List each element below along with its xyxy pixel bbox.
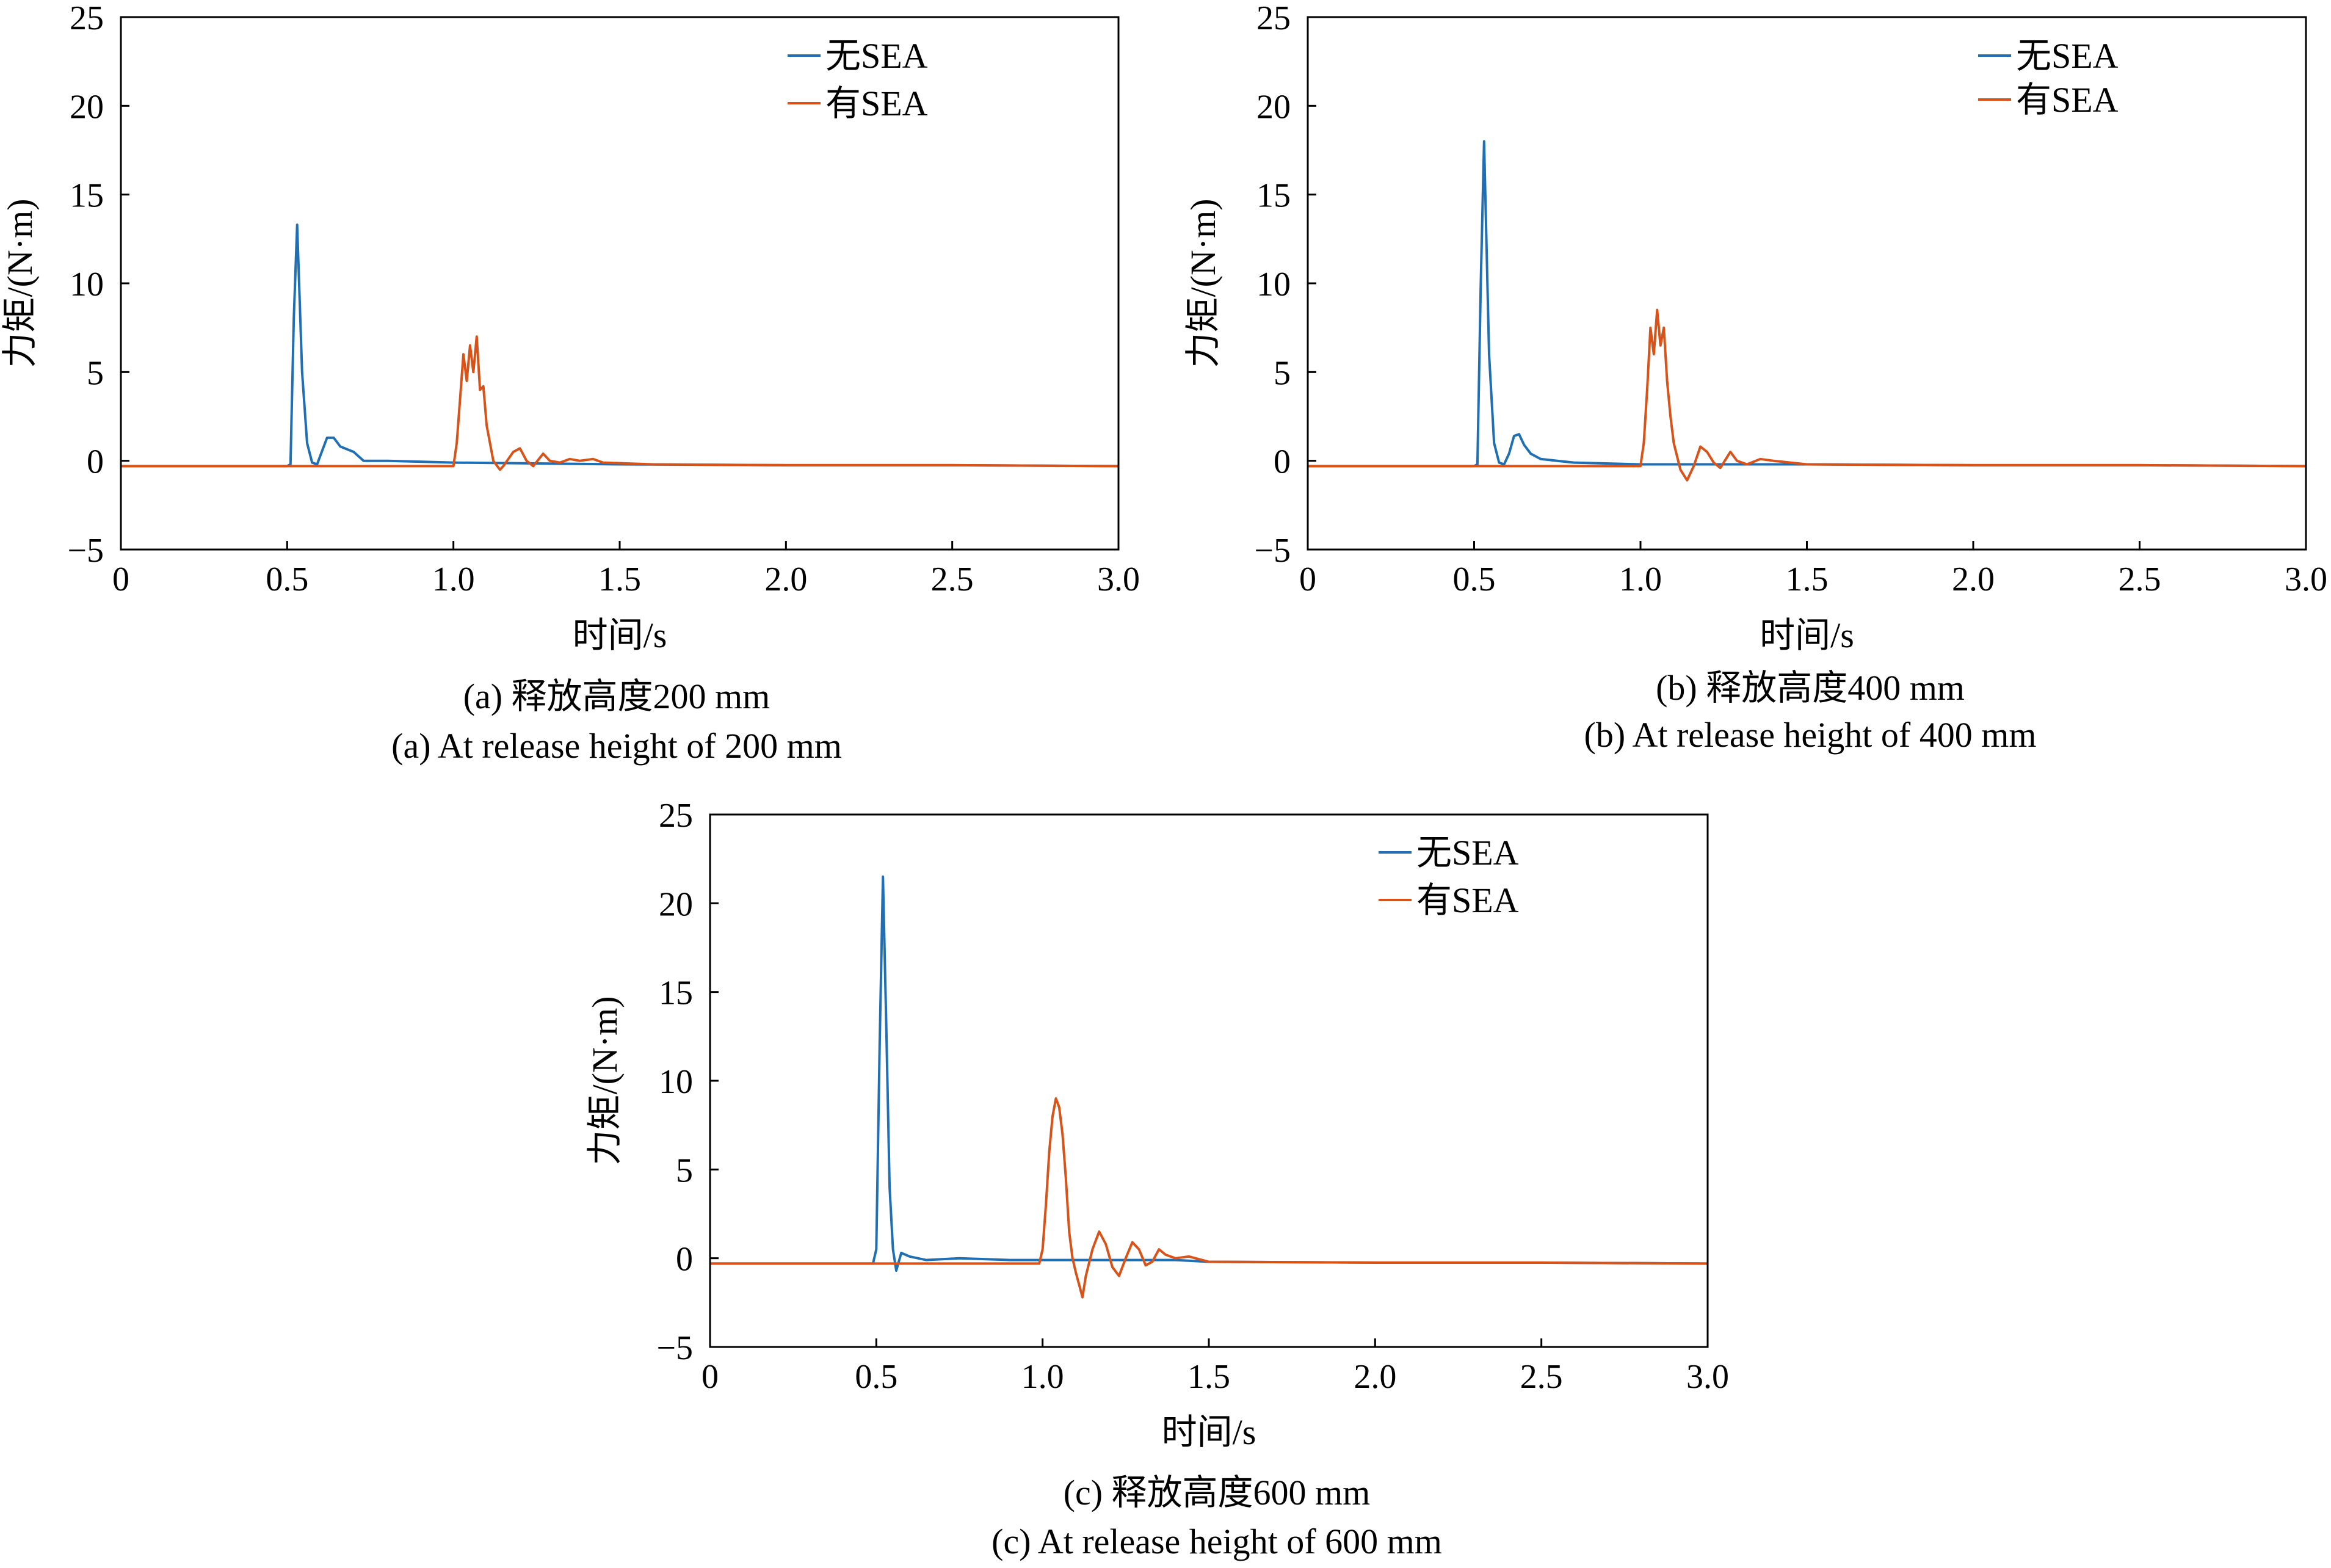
legend-label-no-sea: 无SEA [2016, 36, 2119, 76]
x-tick-label: 0 [112, 561, 129, 598]
x-tick-label: 2.0 [1952, 561, 1995, 598]
series-line-with-sea [1308, 308, 2307, 482]
y-tick-label: 20 [1256, 88, 1291, 126]
series-line-with-sea [710, 1097, 1708, 1299]
x-tick-label: 1.5 [1786, 561, 1829, 598]
x-tick-label: 0.5 [855, 1358, 897, 1396]
chart-panel-a: 0 0.5 1.0 1.5 2.0 2.5 3.0−50510152025时间/s力矩/(N… [0, 0, 1140, 655]
y-tick-label: 25 [1256, 0, 1291, 37]
x-tick-label: 2.0 [1354, 1358, 1396, 1396]
caption-a-zh: (a) 释放高度200 mm [463, 677, 770, 716]
y-tick-label: 5 [676, 1152, 693, 1189]
x-tick-label: 1.5 [1187, 1358, 1230, 1396]
chart-panel-c: 0 0.5 1.0 1.5 2.0 2.5 3.0−50510152025时间/s力矩/(N… [585, 797, 1729, 1452]
legend-label-no-sea: 无SEA [825, 36, 928, 76]
series-line-with-sea [121, 335, 1119, 471]
x-tick-label: 0.5 [1453, 561, 1496, 598]
y-axis-label: 力矩/(N·m) [1183, 198, 1223, 368]
y-tick-label: 10 [1256, 266, 1291, 303]
x-axis-label: 时间/s [1162, 1412, 1256, 1452]
series-line-no-sea [710, 875, 1708, 1272]
legend-label-with-sea: 有SEA [1416, 880, 1519, 920]
series-line-no-sea [121, 223, 1119, 468]
x-tick-label: 2.0 [764, 561, 807, 598]
x-tick-label: 0.5 [266, 561, 308, 598]
plot-frame [1307, 16, 2307, 551]
y-tick-label: 15 [659, 975, 693, 1012]
y-tick-label: 20 [70, 88, 104, 126]
y-tick-label: 15 [1256, 177, 1291, 215]
y-tick-label: −5 [1254, 532, 1291, 570]
caption-c-zh: (c) 释放高度600 mm [1063, 1473, 1371, 1512]
y-axis-label: 力矩/(N·m) [0, 198, 40, 368]
x-tick-label: 3.0 [1686, 1358, 1729, 1396]
y-tick-label: 0 [1274, 443, 1291, 481]
legend-label-no-sea: 无SEA [1416, 833, 1519, 873]
x-tick-label: 1.0 [432, 561, 475, 598]
y-tick-label: 25 [70, 0, 104, 37]
y-tick-label: 5 [1274, 354, 1291, 392]
y-tick-label: 0 [676, 1241, 693, 1279]
caption-b-en: (b) At release height of 400 mm [1584, 715, 2037, 755]
caption-c-en: (c) At release height of 600 mm [991, 1522, 1442, 1561]
series-line-no-sea [1308, 140, 2307, 468]
x-tick-label: 1.5 [598, 561, 641, 598]
x-axis-label: 时间/s [573, 615, 667, 655]
y-tick-label: 25 [659, 797, 693, 835]
x-axis-label: 时间/s [1760, 615, 1854, 655]
legend-label-with-sea: 有SEA [825, 84, 928, 123]
y-tick-label: −5 [656, 1329, 693, 1367]
y-tick-label: 0 [87, 443, 104, 481]
x-tick-label: 2.5 [1520, 1358, 1563, 1396]
caption-b-zh: (b) 释放高度400 mm [1656, 668, 1965, 708]
y-tick-label: 15 [70, 177, 104, 215]
y-tick-label: 5 [87, 354, 104, 392]
x-tick-label: 2.5 [931, 561, 974, 598]
x-tick-label: 0 [701, 1358, 719, 1396]
x-tick-label: 2.5 [2119, 561, 2161, 598]
x-tick-label: 1.0 [1021, 1358, 1064, 1396]
x-tick-label: 3.0 [1097, 561, 1140, 598]
chart-panel-b: 0 0.5 1.0 1.5 2.0 2.5 3.0−50510152025时间/s力矩/(N… [1183, 0, 2327, 655]
caption-a-en: (a) At release height of 200 mm [391, 726, 842, 766]
x-tick-label: 0 [1299, 561, 1316, 598]
y-axis-label: 力矩/(N·m) [585, 996, 625, 1165]
y-tick-label: 10 [659, 1063, 693, 1101]
x-tick-label: 1.0 [1619, 561, 1662, 598]
x-tick-label: 3.0 [2285, 561, 2327, 598]
legend-label-with-sea: 有SEA [2016, 80, 2119, 120]
y-tick-label: 20 [659, 885, 693, 923]
plot-frame [709, 813, 1709, 1348]
plot-frame [120, 16, 1120, 551]
y-tick-label: −5 [67, 532, 104, 570]
y-tick-label: 10 [70, 266, 104, 303]
